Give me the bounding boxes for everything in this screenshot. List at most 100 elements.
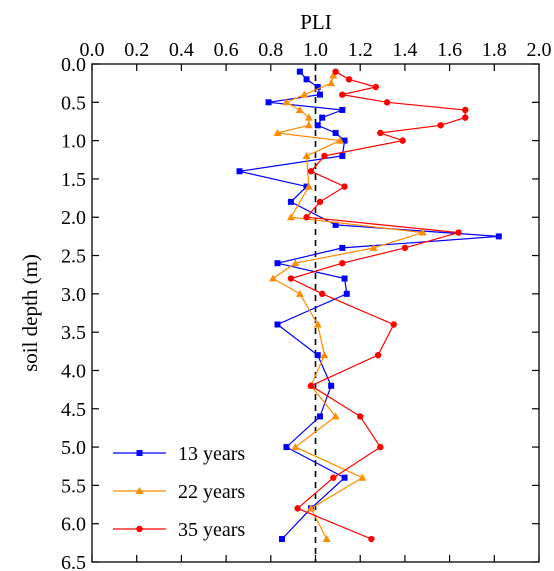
- data-point: [273, 128, 282, 136]
- x-tick-label: 1.8: [482, 39, 507, 61]
- y-tick-label: 4.0: [61, 360, 86, 382]
- data-point: [274, 321, 281, 328]
- data-point: [495, 233, 502, 240]
- data-point: [291, 443, 300, 451]
- data-point: [339, 244, 346, 251]
- data-point: [303, 214, 310, 221]
- data-point: [287, 198, 294, 205]
- y-tick-label: 0.5: [61, 92, 86, 114]
- x-tick-label: 0.8: [258, 39, 283, 61]
- data-point: [307, 504, 316, 512]
- data-point: [462, 106, 469, 114]
- y-tick-label: 0.0: [61, 54, 86, 76]
- x-tick-label: 1.4: [392, 39, 417, 61]
- data-point: [341, 137, 348, 144]
- series-13-years: [236, 68, 502, 543]
- data-point: [314, 352, 321, 359]
- data-point: [265, 99, 272, 106]
- x-tick-label: 0.2: [124, 39, 149, 61]
- series-35-years: [287, 68, 469, 543]
- data-point: [374, 351, 382, 359]
- data-point: [313, 320, 322, 328]
- y-tick-label: 6.5: [61, 552, 86, 571]
- data-point: [304, 182, 313, 190]
- ticks-layer: 0.0 0.2 0.4 0.6 0.8 1.0 1.2 1.4 1.6 1.8 2.0 0.0 0.5 1…: [61, 39, 552, 571]
- data-point: [330, 474, 337, 481]
- data-point: [286, 213, 295, 221]
- data-point: [339, 106, 346, 113]
- data-point: [320, 351, 329, 359]
- data-point: [316, 91, 323, 98]
- data-point: [390, 321, 397, 328]
- legend-marker: [135, 487, 144, 494]
- data-point: [319, 290, 326, 298]
- data-point: [300, 90, 309, 98]
- data-point: [295, 289, 304, 297]
- x-axis-label: PLI: [300, 10, 332, 34]
- data-point: [358, 473, 367, 481]
- series-line: [289, 71, 466, 540]
- data-point: [327, 79, 336, 87]
- data-point: [332, 68, 339, 75]
- data-point: [294, 505, 301, 512]
- data-point: [269, 274, 278, 282]
- x-tick-label: 1.0: [303, 39, 328, 61]
- series-22-years: [269, 71, 427, 543]
- y-axis-label: soil depth (m): [18, 254, 42, 372]
- y-tick-label: 2.5: [61, 246, 86, 268]
- data-point: [377, 129, 384, 137]
- data-point: [282, 98, 291, 106]
- data-point: [295, 105, 304, 113]
- y-tick-label: 1.5: [61, 169, 86, 191]
- data-point: [287, 275, 295, 282]
- data-point: [302, 151, 311, 159]
- data-point: [377, 443, 384, 451]
- data-point: [319, 114, 326, 121]
- data-point: [314, 122, 321, 129]
- plot-frame: [91, 63, 540, 563]
- data-point: [368, 535, 375, 543]
- data-point: [437, 122, 444, 129]
- legend: 13 years 22 years 35 years: [113, 443, 245, 541]
- data-point: [304, 113, 313, 121]
- x-tick-label: 1.2: [348, 39, 373, 61]
- data-point: [343, 290, 350, 297]
- data-point: [339, 260, 346, 267]
- data-point: [304, 121, 313, 129]
- data-point: [341, 183, 348, 190]
- y-tick-label: 3.5: [61, 322, 86, 344]
- data-point: [339, 152, 346, 159]
- y-tick-label: 3.0: [61, 284, 86, 306]
- data-point: [328, 382, 335, 389]
- y-tick-label: 5.5: [61, 475, 86, 497]
- data-point: [455, 229, 462, 236]
- data-point: [278, 536, 285, 543]
- data-point: [345, 76, 353, 83]
- data-point: [307, 168, 315, 175]
- data-point: [357, 413, 364, 420]
- data-point: [336, 136, 345, 144]
- data-point: [322, 535, 331, 543]
- data-point: [331, 412, 340, 420]
- legend-marker: [136, 450, 143, 456]
- data-point: [401, 244, 409, 252]
- data-point: [339, 91, 346, 98]
- data-point: [418, 228, 427, 236]
- series-layer: [236, 68, 502, 543]
- data-point: [399, 137, 406, 144]
- data-point: [283, 444, 290, 451]
- data-point: [329, 71, 338, 79]
- data-point: [316, 413, 323, 420]
- legend-label: 22 years: [178, 481, 245, 503]
- x-tick-label: 0.6: [214, 39, 239, 61]
- data-point: [303, 76, 310, 83]
- data-point: [274, 260, 281, 267]
- data-point: [372, 83, 380, 91]
- data-point: [332, 129, 339, 136]
- x-tick-label: 0.4: [169, 39, 194, 61]
- data-point: [321, 152, 328, 160]
- data-point: [332, 221, 339, 228]
- y-tick-label: 2.0: [61, 207, 86, 229]
- data-point: [291, 259, 300, 267]
